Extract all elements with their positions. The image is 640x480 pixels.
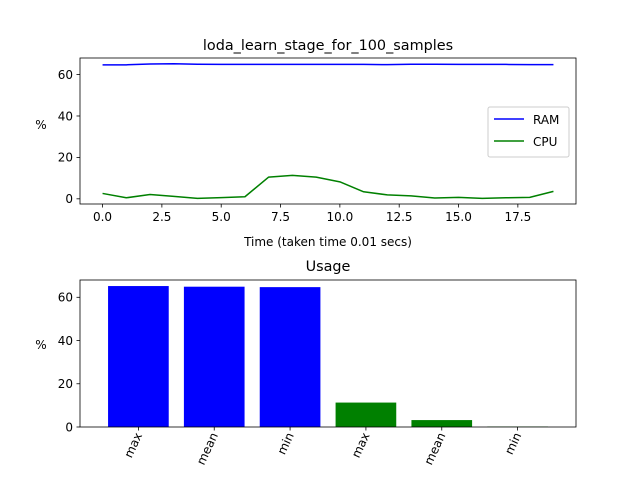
y-tick-label: 20 <box>58 377 73 391</box>
line-chart-x-axis-label: Time (taken time 0.01 secs) <box>243 235 412 249</box>
x-tick-label: 0.0 <box>93 210 112 224</box>
series-line-cpu <box>102 174 554 200</box>
y-tick-label: 0 <box>65 192 73 206</box>
x-tick-label: 2.5 <box>152 210 171 224</box>
x-tick-label: min <box>502 430 524 456</box>
line-chart-frame <box>79 57 577 205</box>
bar-chart-x-ticks: max mean min max mean min <box>121 427 524 467</box>
bar-min-2 <box>259 287 321 427</box>
bar-mean-4 <box>411 420 473 427</box>
x-tick-label: 5.0 <box>212 210 231 224</box>
line-chart-y-axis-label: % <box>35 118 46 132</box>
y-tick-label: 0 <box>65 420 73 434</box>
bar-max-3 <box>335 402 397 427</box>
cpu-ram-line-chart: loda_learn_stage_for_100_samples 0.0 2.5 5… <box>35 38 577 249</box>
bar-chart-title: Usage <box>306 259 351 275</box>
bar-chart-y-axis-label: % <box>35 338 46 352</box>
legend-ram-label: RAM <box>533 113 559 127</box>
usage-bar-chart: Usage max mean min max mean min 0 20 40 60 % <box>35 259 577 467</box>
y-tick-label: 40 <box>58 109 73 123</box>
x-tick-label: mean <box>421 430 448 467</box>
bar-max-0 <box>108 286 169 427</box>
x-tick-label: 10.0 <box>327 210 354 224</box>
y-tick-label: 20 <box>58 151 73 165</box>
x-tick-label: max <box>349 430 373 460</box>
line-chart-legend: RAM CPU <box>487 106 570 158</box>
bar-chart-plot-area <box>108 286 548 427</box>
x-tick-label: 12.5 <box>386 210 413 224</box>
y-tick-label: 60 <box>58 291 73 305</box>
x-tick-label: 7.5 <box>271 210 290 224</box>
bar-chart-y-ticks: 0 20 40 60 <box>58 291 80 434</box>
legend-cpu-label: CPU <box>533 135 557 149</box>
line-chart-y-ticks: 0 20 40 60 <box>58 68 80 206</box>
x-tick-label: 15.0 <box>445 210 472 224</box>
series-line-ram <box>102 63 554 66</box>
x-tick-label: min <box>275 430 297 456</box>
x-tick-label: 17.5 <box>504 210 531 224</box>
x-tick-label: max <box>121 430 145 460</box>
bar-mean-1 <box>183 286 245 427</box>
line-chart-x-ticks: 0.0 2.5 5.0 7.5 10.0 12.5 15.0 17.5 <box>93 204 531 224</box>
bar-chart-frame <box>79 279 577 428</box>
x-tick-label: mean <box>194 430 221 467</box>
y-tick-label: 60 <box>58 68 73 82</box>
line-chart-plot-area <box>102 63 554 200</box>
line-chart-title: loda_learn_stage_for_100_samples <box>203 38 453 54</box>
y-tick-label: 40 <box>58 334 73 348</box>
